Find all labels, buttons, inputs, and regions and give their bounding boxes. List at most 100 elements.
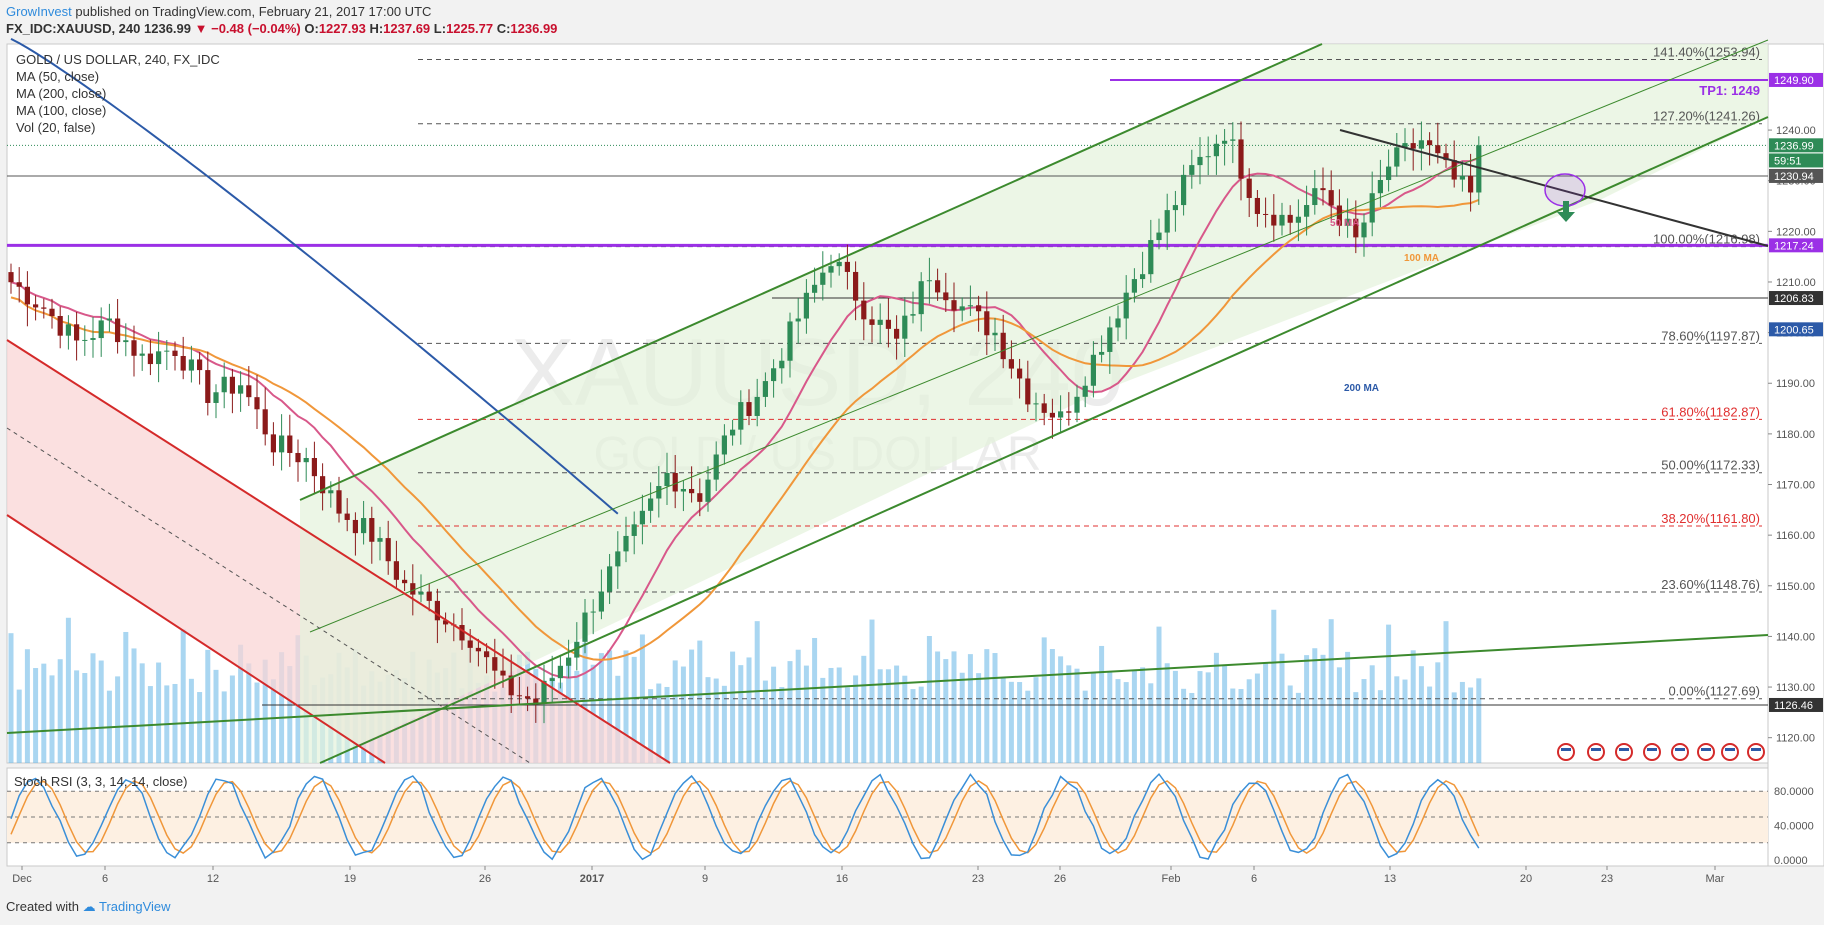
price-tick-label: 1240.00 — [1776, 125, 1816, 137]
price-tick-label: 1220.00 — [1776, 226, 1816, 238]
event-flag-icon — [1675, 748, 1685, 751]
volume-bar — [1123, 682, 1129, 763]
volume-bar — [1328, 619, 1334, 763]
volume-bar — [1427, 686, 1433, 763]
volume-bar — [1402, 679, 1408, 763]
event-flag-icon — [1643, 743, 1661, 761]
candle-body — [1295, 216, 1301, 223]
volume-bar — [951, 651, 957, 763]
volume-bar — [254, 682, 260, 763]
candle-body — [828, 266, 834, 273]
candle-body — [8, 272, 14, 283]
created-with-label: Created with — [6, 899, 79, 914]
candle-body — [115, 318, 121, 343]
open-value: 1227.93 — [318, 21, 366, 36]
candle-body — [631, 524, 637, 536]
high-label: H: — [369, 21, 384, 36]
legend-ma50: MA (50, close) — [16, 69, 99, 84]
fib-label: 61.80%(1182.87) — [1661, 404, 1760, 419]
volume-bar — [1049, 649, 1055, 763]
time-tick-label: 20 — [1520, 873, 1532, 885]
volume-bar — [877, 669, 883, 763]
candle-body — [844, 261, 850, 272]
volume-bar — [1238, 689, 1244, 763]
volume-bar — [820, 677, 826, 763]
candle-body — [1435, 145, 1441, 154]
candle-body — [1222, 140, 1228, 144]
candle-body — [1246, 178, 1252, 198]
candle-body — [74, 324, 80, 341]
candle-body — [795, 318, 801, 322]
candle-body — [1287, 214, 1293, 223]
volume-bar — [1082, 690, 1088, 763]
volume-bar — [861, 655, 867, 763]
candle-body — [246, 385, 252, 398]
candle-body — [1304, 205, 1310, 217]
bear-channel-upper — [6, 339, 671, 764]
volume-bar — [795, 649, 801, 763]
volume-bar — [1246, 679, 1252, 763]
volume-bar — [139, 663, 145, 763]
volume-bar — [65, 617, 71, 763]
up-arrow-icon — [1557, 201, 1575, 222]
volume-bar — [131, 648, 137, 763]
candle-body — [484, 651, 490, 658]
volume-bar — [1435, 662, 1441, 763]
candle-body — [721, 435, 727, 455]
price-tag — [1769, 138, 1823, 153]
volume-bar — [1205, 672, 1211, 763]
volume-bar — [918, 686, 924, 763]
candle-body — [1156, 232, 1162, 241]
volume-bar — [672, 660, 678, 763]
volume-bar — [74, 670, 80, 763]
ma100-line — [10, 198, 1480, 661]
volume-bar — [623, 650, 629, 763]
candle-body — [1427, 140, 1433, 146]
time-tick-label: 6 — [102, 873, 108, 885]
candle-body — [434, 600, 440, 621]
volume-bar — [1468, 687, 1474, 763]
fib-label: 127.20%(1241.26) — [1653, 109, 1760, 124]
price-tag-label: 1206.83 — [1774, 293, 1814, 305]
candle-body — [754, 396, 760, 416]
author-link[interactable]: GrowInvest — [6, 4, 72, 19]
event-flag-icon — [1619, 748, 1629, 751]
volume-bar — [967, 654, 973, 763]
event-flag-icon — [1751, 748, 1761, 751]
volume-bar — [1312, 648, 1318, 763]
candle-body — [1205, 156, 1211, 158]
candle-body — [1033, 403, 1039, 405]
volume-bar — [1361, 679, 1367, 763]
volume-bar — [287, 666, 293, 763]
candle-body — [549, 678, 555, 682]
candle-body — [869, 319, 875, 325]
volume-bar — [1410, 650, 1416, 763]
candle-body — [959, 306, 965, 311]
volume-bar — [828, 667, 834, 763]
event-flag-icon — [1747, 743, 1765, 761]
stoch-tick-label: 40.0000 — [1774, 821, 1814, 833]
candle-body — [918, 281, 924, 315]
volume-bar — [803, 665, 809, 763]
volume-bar — [1025, 690, 1031, 763]
price-tag — [1769, 291, 1823, 306]
volume-bar — [1336, 667, 1342, 763]
tradingview-link[interactable]: TradingView — [99, 899, 171, 914]
volume-bar — [1345, 651, 1351, 763]
volume-bar — [1008, 681, 1014, 763]
volume-bar — [713, 678, 719, 763]
candle-body — [976, 305, 982, 312]
event-flag-icon — [1591, 748, 1601, 751]
candle-body — [1164, 210, 1170, 233]
legend-stoch: Stoch RSI (3, 3, 14, 14, close) — [14, 774, 187, 789]
volume-bar — [279, 652, 285, 763]
fib-label: 0.00%(1127.69) — [1668, 684, 1760, 699]
price-tick-label: 1130.00 — [1776, 682, 1815, 694]
volume-bar — [705, 677, 711, 763]
candle-body — [106, 318, 112, 321]
volume-bar — [1254, 673, 1260, 763]
candle-body — [1123, 292, 1129, 319]
candle-body — [566, 657, 572, 666]
time-tick-label: Mar — [1706, 873, 1725, 885]
